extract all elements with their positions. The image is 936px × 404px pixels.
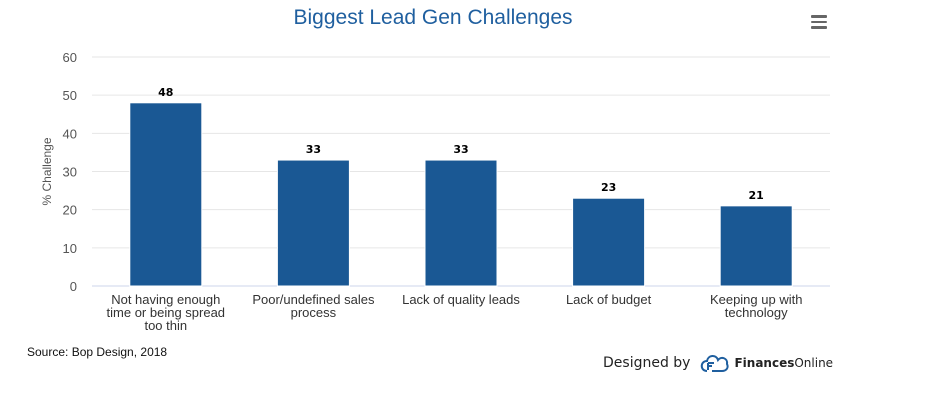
x-tick-label-line: Lack of budget xyxy=(566,292,652,307)
x-tick-label-line: too thin xyxy=(144,318,187,333)
bar xyxy=(719,205,793,287)
data-label: 48 xyxy=(158,86,173,99)
x-tick-label-line: process xyxy=(291,305,337,320)
data-label: 21 xyxy=(749,189,764,202)
y-tick-label: 50 xyxy=(63,88,77,103)
x-tick-label: Lack of budget xyxy=(566,292,652,307)
y-tick-label: 30 xyxy=(63,165,77,180)
brand-name: FinancesOnline xyxy=(734,356,833,370)
x-tick-label-line: Lack of quality leads xyxy=(402,292,520,307)
credit-prefix: Designed by xyxy=(603,355,691,371)
data-label: 33 xyxy=(306,143,321,156)
y-tick-label: 0 xyxy=(70,279,77,294)
source-note: Source: Bop Design, 2018 xyxy=(27,345,168,359)
hamburger-menu-icon[interactable] xyxy=(811,15,827,29)
y-tick-label: 60 xyxy=(63,50,77,65)
chart-title: Biggest Lead Gen Challenges xyxy=(293,6,573,29)
brand-bold: Finances xyxy=(734,356,795,370)
financesonline-logo-icon xyxy=(701,355,730,372)
data-label: 33 xyxy=(453,143,468,156)
x-tick-label: Keeping up with technology xyxy=(710,292,803,320)
bar xyxy=(129,102,203,287)
x-tick-label: Lack of quality leads xyxy=(402,292,520,307)
y-tick-label: 10 xyxy=(63,241,77,256)
bar xyxy=(276,159,350,287)
x-tick-label: Poor/undefined sales process xyxy=(252,292,375,320)
brand-light: Online xyxy=(794,356,834,370)
data-label: 23 xyxy=(601,181,616,194)
x-tick-label-line: Keeping up with xyxy=(710,292,803,307)
bar xyxy=(572,197,646,287)
y-tick-label: 40 xyxy=(63,126,77,141)
bar xyxy=(424,159,498,287)
x-tick-label-line: Not having enough xyxy=(111,292,220,307)
y-tick-label: 20 xyxy=(63,203,77,218)
x-tick-label-line: Poor/undefined sales xyxy=(252,292,375,307)
x-tick-label-line: technology xyxy=(725,305,788,320)
x-tick-label: Not having enough time or being spread too… xyxy=(107,292,226,333)
designed-by-credit: Designed by FinancesOnline xyxy=(603,352,833,374)
x-tick-label-line: time or being spread xyxy=(107,305,226,320)
y-axis-title: % Challenge xyxy=(40,137,54,205)
